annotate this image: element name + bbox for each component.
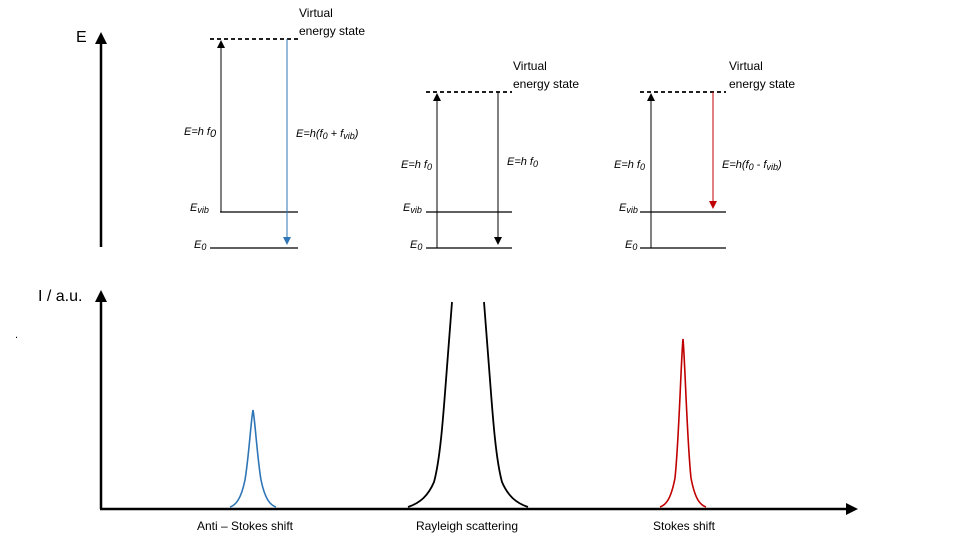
stokes-energy-panel: Virtual energy state E=h f0 E=h(f0 - fvi…	[614, 59, 795, 252]
e0-label: E0	[194, 239, 206, 252]
rayleigh-peak-left	[407, 301, 453, 508]
e0-label: E0	[625, 239, 637, 252]
virtual-level-label: Virtual	[729, 59, 763, 73]
spectrum-plot: I / a.u. . Anti – Stokes shift Rayleigh …	[15, 288, 858, 533]
virtual-level-label-line2: energy state	[513, 77, 579, 91]
virtual-level-label-line2: energy state	[299, 24, 365, 38]
anti-stokes-peak	[229, 409, 277, 508]
rayleigh-peak-label: Rayleigh scattering	[416, 519, 518, 533]
emission-energy-label: E=h(f0 - fvib)	[722, 159, 782, 172]
evib-label: Evib	[403, 202, 422, 215]
evib-label: Evib	[190, 202, 209, 215]
excitation-energy-label: E=h f0	[401, 159, 432, 172]
stray-mark: .	[15, 329, 18, 341]
virtual-level-label: Virtual	[513, 59, 547, 73]
energy-axis-label: E	[76, 29, 87, 46]
rayleigh-energy-panel: Virtual energy state E=h f0 E=h f0 Evib …	[401, 59, 579, 252]
emission-energy-label: E=h f0	[507, 156, 538, 169]
anti-stokes-peak-label: Anti – Stokes shift	[197, 519, 294, 533]
excitation-energy-label: E=h f0	[184, 126, 217, 140]
excitation-energy-label: E=h f0	[614, 159, 645, 172]
virtual-level-label-line2: energy state	[729, 77, 795, 91]
virtual-level-label: Virtual	[299, 6, 333, 20]
stokes-peak-label: Stokes shift	[653, 519, 716, 533]
stokes-peak	[659, 338, 707, 508]
e0-label: E0	[410, 239, 422, 252]
energy-axis: E	[76, 29, 107, 247]
evib-label: Evib	[619, 202, 638, 215]
emission-energy-label: E=h(f0 + fvib)	[296, 128, 359, 141]
rayleigh-peak-right	[483, 301, 529, 508]
anti-stokes-energy-panel: Virtual energy state E=h f0 E=h(f0 + fvi…	[184, 6, 365, 252]
intensity-axis-label: I / a.u.	[38, 288, 82, 305]
